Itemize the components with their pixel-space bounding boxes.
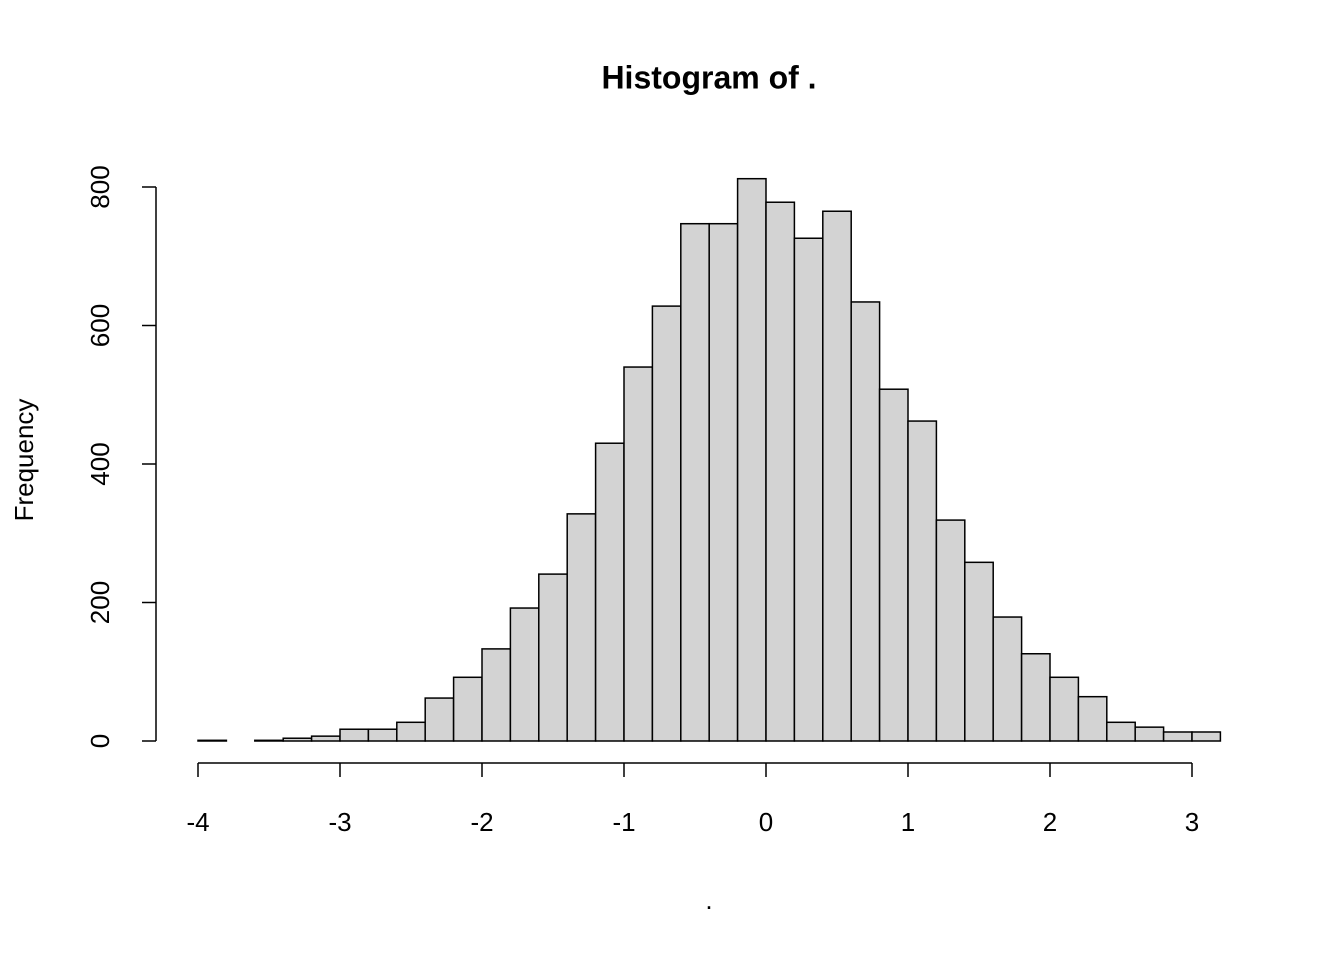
bar: [964, 561, 994, 742]
x-tick-label: -4: [186, 807, 209, 837]
bar: [1020, 652, 1051, 742]
bar: [396, 721, 426, 742]
bar: [1106, 721, 1136, 742]
y-tick-label: 800: [85, 165, 115, 208]
bar: [623, 366, 654, 742]
bar: [424, 697, 455, 742]
bar: [1162, 731, 1193, 742]
y-tick-label: 0: [85, 734, 115, 748]
bar: [935, 519, 966, 742]
x-tick-label: 0: [759, 807, 773, 837]
bar: [566, 513, 597, 742]
bar: [339, 728, 370, 742]
bar: [708, 222, 739, 742]
y-tick-label: 200: [85, 581, 115, 624]
y-axis-label: Frequency: [9, 399, 39, 522]
y-tick-label: 600: [85, 304, 115, 347]
bar: [1049, 676, 1080, 742]
bar: [509, 607, 540, 742]
bar: [254, 739, 284, 742]
x-tick-label: 1: [901, 807, 915, 837]
bar: [197, 739, 228, 742]
bar: [878, 388, 909, 742]
bar: [481, 648, 512, 742]
bar: [850, 301, 881, 742]
bar: [452, 676, 483, 742]
bar: [680, 222, 710, 742]
bar: [992, 616, 1023, 742]
x-tick-label: 2: [1043, 807, 1057, 837]
y-tick-label: 400: [85, 442, 115, 485]
bar: [822, 210, 852, 742]
bar: [594, 442, 625, 742]
bar: [651, 305, 682, 742]
bar: [765, 201, 796, 742]
x-tick-label: -3: [328, 807, 351, 837]
x-axis-label: .: [705, 885, 712, 915]
bar: [1134, 726, 1165, 742]
bar: [310, 735, 341, 742]
chart-title: Histogram of .: [601, 59, 816, 95]
bar: [1191, 731, 1222, 742]
bar: [736, 177, 767, 742]
x-tick-label: -2: [470, 807, 493, 837]
bar: [538, 573, 568, 742]
bar: [1077, 695, 1108, 742]
x-tick-label: -1: [612, 807, 635, 837]
x-tick-label: 3: [1185, 807, 1199, 837]
bar: [282, 737, 313, 742]
bar: [793, 237, 824, 742]
bar: [367, 728, 398, 742]
bar: [907, 420, 938, 742]
